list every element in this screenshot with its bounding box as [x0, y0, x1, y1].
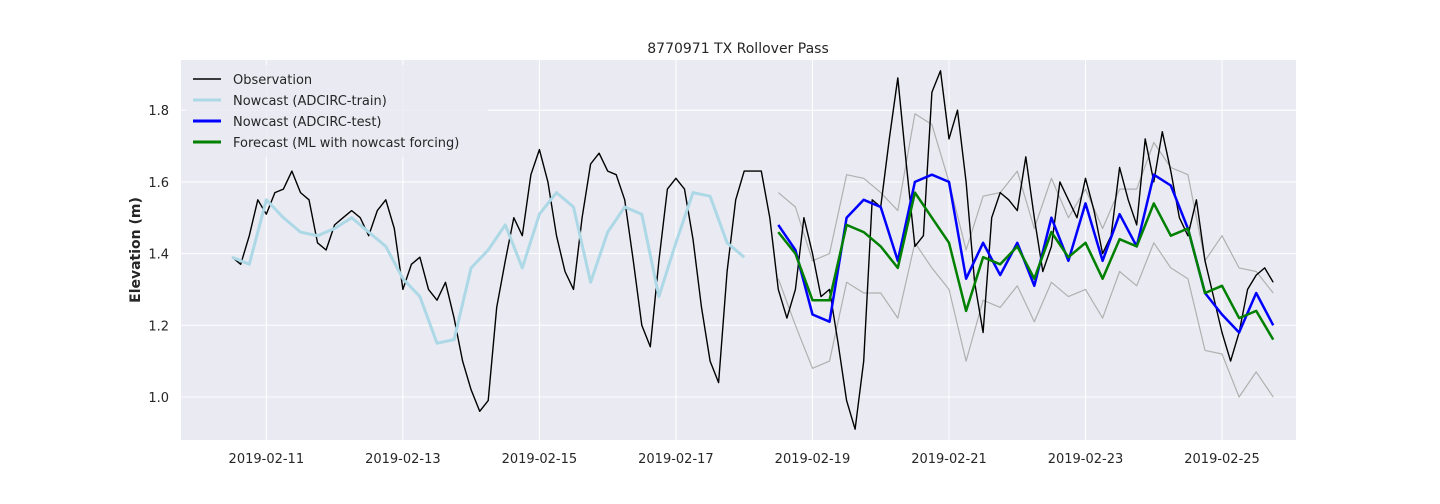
legend-label-forecast: Forecast (ML with nowcast forcing)	[233, 136, 459, 151]
series-line-forecast	[777, 191, 1275, 341]
x-tick-label: 2019-02-11	[229, 452, 305, 467]
x-tick-label: 2019-02-23	[1048, 452, 1124, 467]
y-axis-label: Elevation (m)	[128, 197, 144, 303]
legend-label-observation: Observation	[233, 73, 312, 88]
chart-title: 8770971 TX Rollover Pass	[647, 41, 829, 57]
y-tick-label: 1.4	[148, 248, 169, 263]
legend: Observation Nowcast (ADCIRC-train) Nowca…	[186, 65, 488, 157]
legend-label-nowcast-train: Nowcast (ADCIRC-train)	[233, 94, 387, 109]
x-tick-label: 2019-02-19	[775, 452, 851, 467]
legend-box	[186, 65, 488, 157]
x-tick-label: 2019-02-17	[638, 452, 714, 467]
y-tick-label: 1.2	[148, 319, 169, 334]
y-tick-label: 1.6	[148, 176, 169, 191]
series-line-upper-bound	[777, 113, 1274, 294]
x-tick-label: 2019-02-15	[502, 452, 578, 467]
x-tick-label: 2019-02-21	[911, 452, 987, 467]
x-tick-label: 2019-02-25	[1184, 452, 1260, 467]
axis-ticks: 2019-02-11 2019-02-13 2019-02-15 2019-02-17…	[148, 104, 1260, 467]
series-line-nowcast-train	[231, 191, 746, 345]
x-tick-label: 2019-02-13	[365, 452, 441, 467]
legend-label-nowcast-test: Nowcast (ADCIRC-test)	[233, 115, 382, 130]
series-line-lower-bound	[777, 242, 1274, 398]
y-tick-label: 1.8	[148, 104, 169, 119]
series-group	[231, 70, 1275, 430]
y-tick-label: 1.0	[148, 391, 169, 406]
